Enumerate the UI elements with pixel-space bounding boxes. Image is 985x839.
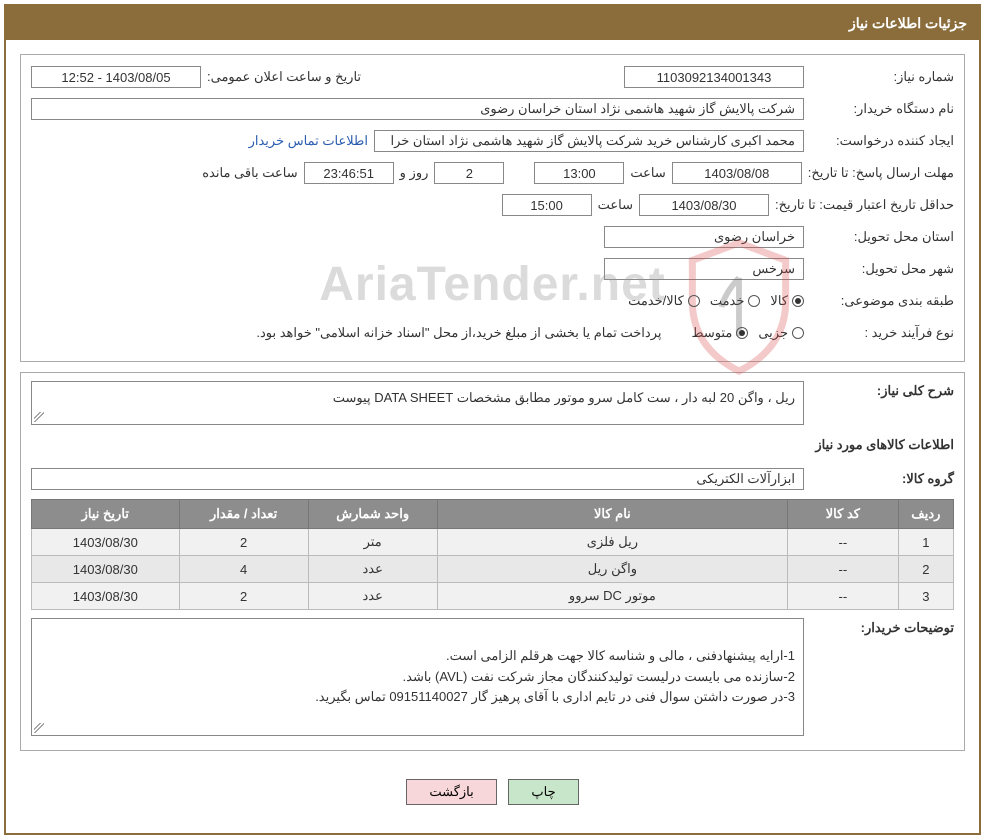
buyer-notes-text: 1-ارایه پیشنهادفنی ، مالی و شناسه کالا ج… (315, 648, 795, 705)
table-cell: 3 (898, 583, 953, 610)
table-header-row: ردیف کد کالا نام کالا واحد شمارش تعداد /… (32, 500, 954, 529)
buyer-notes-label: توضیحات خریدار: (804, 618, 954, 638)
table-cell: عدد (308, 556, 437, 583)
row-process: نوع فرآیند خرید : جزیی متوسط پرداخت تمام… (31, 319, 954, 347)
days-remaining: 2 (434, 162, 504, 184)
province-label: استان محل تحویل: (804, 227, 954, 247)
th-unit: واحد شمارش (308, 500, 437, 529)
overall-desc-text: ریل ، واگن 20 لبه دار ، ست کامل سرو موتو… (333, 390, 795, 405)
time-label-1: ساعت (624, 163, 671, 183)
table-cell: موتور DC سروو (437, 583, 787, 610)
table-cell: -- (788, 583, 899, 610)
radio-goods-service[interactable]: کالا/خدمت (628, 293, 700, 309)
deadline-time: 13:00 (534, 162, 624, 184)
overall-desc-box[interactable]: ریل ، واگن 20 لبه دار ، ست کامل سرو موتو… (31, 381, 804, 425)
table-cell: عدد (308, 583, 437, 610)
countdown: 23:46:51 (304, 162, 394, 184)
table-cell: 1403/08/30 (32, 529, 180, 556)
radio-medium[interactable]: متوسط (691, 325, 748, 341)
table-cell: -- (788, 529, 899, 556)
table-row: 1--ریل فلزیمتر21403/08/30 (32, 529, 954, 556)
buyer-org-label: نام دستگاه خریدار: (804, 99, 954, 119)
creator-label: ایجاد کننده درخواست: (804, 131, 954, 151)
table-row: 3--موتور DC سرووعدد21403/08/30 (32, 583, 954, 610)
row-city: شهر محل تحویل: سرخس (31, 255, 954, 283)
radio-partial[interactable]: جزیی (758, 325, 804, 341)
row-buyer-org: نام دستگاه خریدار: شرکت پالایش گاز شهید … (31, 95, 954, 123)
overall-desc-label: شرح کلی نیاز: (804, 381, 954, 401)
th-date: تاریخ نیاز (32, 500, 180, 529)
table-cell: ریل فلزی (437, 529, 787, 556)
th-name: نام کالا (437, 500, 787, 529)
group-value: ابزارآلات الکتریکی (31, 468, 804, 490)
city-value: سرخس (604, 258, 804, 280)
th-qty: تعداد / مقدار (179, 500, 308, 529)
table-cell: 4 (179, 556, 308, 583)
row-group: گروه کالا: ابزارآلات الکتریکی (31, 465, 954, 493)
need-number-label: شماره نیاز: (804, 67, 954, 87)
deadline-date: 1403/08/08 (672, 162, 802, 184)
radio-service[interactable]: خدمت (710, 293, 761, 309)
back-button[interactable]: بازگشت (406, 779, 496, 805)
need-details-section: شماره نیاز: 1103092134001343 تاریخ و ساع… (20, 54, 965, 362)
creator-value: محمد اکبری کارشناس خرید شرکت پالایش گاز … (374, 130, 804, 152)
time-label-2: ساعت (592, 195, 639, 215)
group-label: گروه کالا: (804, 469, 954, 489)
th-code: کد کالا (788, 500, 899, 529)
table-body: 1--ریل فلزیمتر21403/08/302--واگن ریلعدد4… (32, 529, 954, 610)
public-date-label: تاریخ و ساعت اعلان عمومی: (201, 67, 367, 87)
table-cell: -- (788, 556, 899, 583)
row-buyer-notes: توضیحات خریدار: 1-ارایه پیشنهادفنی ، مال… (31, 618, 954, 736)
days-and-label: روز و (394, 163, 435, 183)
validity-time: 15:00 (502, 194, 592, 216)
resize-handle-icon[interactable] (34, 723, 44, 733)
buyer-org-value: شرکت پالایش گاز شهید هاشمی نژاد استان خر… (31, 98, 804, 120)
table-row: 2--واگن ریلعدد41403/08/30 (32, 556, 954, 583)
row-validity: حداقل تاریخ اعتبار قیمت: تا تاریخ: 1403/… (31, 191, 954, 219)
goods-table: ردیف کد کالا نام کالا واحد شمارش تعداد /… (31, 499, 954, 610)
table-cell: 1403/08/30 (32, 583, 180, 610)
goods-section: شرح کلی نیاز: ریل ، واگن 20 لبه دار ، ست… (20, 372, 965, 751)
table-cell: 1403/08/30 (32, 556, 180, 583)
content: AriaTender.net شماره نیاز: 1103092134001… (6, 40, 979, 833)
process-note: پرداخت تمام یا بخشی از مبلغ خرید،از محل … (256, 325, 661, 341)
city-label: شهر محل تحویل: (804, 259, 954, 279)
page-container: جزئیات اطلاعات نیاز AriaTender.net شماره… (4, 4, 981, 835)
goods-info-title: اطلاعات کالاهای مورد نیاز (815, 429, 954, 461)
deadline-label: مهلت ارسال پاسخ: تا تاریخ: (802, 163, 954, 183)
radio-goods[interactable]: کالا (770, 293, 804, 309)
row-need-number: شماره نیاز: 1103092134001343 تاریخ و ساع… (31, 63, 954, 91)
buttons-row: چاپ بازگشت (20, 761, 965, 813)
validity-label: حداقل تاریخ اعتبار قیمت: تا تاریخ: (769, 195, 954, 215)
row-creator: ایجاد کننده درخواست: محمد اکبری کارشناس … (31, 127, 954, 155)
row-goods-info-title: اطلاعات کالاهای مورد نیاز (31, 429, 954, 461)
resize-handle-icon[interactable] (34, 412, 44, 422)
table-cell: 1 (898, 529, 953, 556)
page-title-bar: جزئیات اطلاعات نیاز (6, 7, 979, 40)
public-date-value: 1403/08/05 - 12:52 (31, 66, 201, 88)
row-deadline: مهلت ارسال پاسخ: تا تاریخ: 1403/08/08 سا… (31, 159, 954, 187)
remaining-label: ساعت باقی مانده (196, 163, 303, 183)
row-overall-desc: شرح کلی نیاز: ریل ، واگن 20 لبه دار ، ست… (31, 381, 954, 425)
province-value: خراسان رضوی (604, 226, 804, 248)
th-row: ردیف (898, 500, 953, 529)
table-cell: واگن ریل (437, 556, 787, 583)
buyer-contact-link[interactable]: اطلاعات تماس خریدار (243, 133, 374, 149)
buyer-notes-box[interactable]: 1-ارایه پیشنهادفنی ، مالی و شناسه کالا ج… (31, 618, 804, 736)
row-province: استان محل تحویل: خراسان رضوی (31, 223, 954, 251)
table-cell: متر (308, 529, 437, 556)
validity-date: 1403/08/30 (639, 194, 769, 216)
table-cell: 2 (179, 583, 308, 610)
process-label: نوع فرآیند خرید : (804, 323, 954, 343)
page-title: جزئیات اطلاعات نیاز (849, 15, 967, 31)
table-cell: 2 (898, 556, 953, 583)
print-button[interactable]: چاپ (508, 779, 578, 805)
category-label: طبقه بندی موضوعی: (804, 291, 954, 311)
need-number-value: 1103092134001343 (624, 66, 804, 88)
row-category: طبقه بندی موضوعی: کالا خدمت کالا/خدمت (31, 287, 954, 315)
table-cell: 2 (179, 529, 308, 556)
